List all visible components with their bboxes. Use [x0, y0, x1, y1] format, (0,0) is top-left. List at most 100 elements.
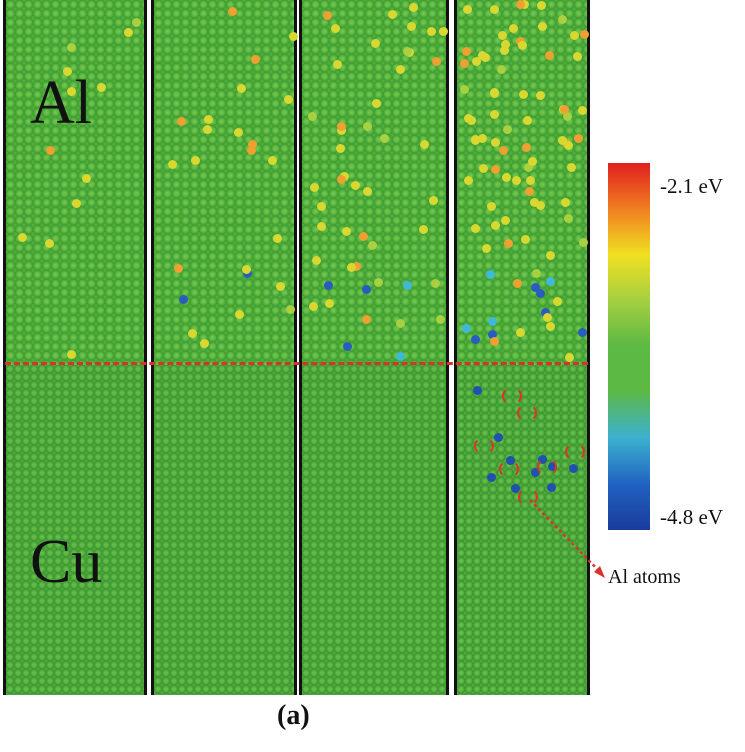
atom: [335, 143, 345, 153]
atom: [199, 339, 209, 349]
al-atom-marker: [565, 443, 585, 461]
atom: [536, 90, 546, 100]
atom: [247, 146, 257, 156]
al-atom-marker: [499, 460, 519, 478]
atom: [323, 280, 333, 290]
atom: [523, 116, 533, 126]
atom: [372, 99, 382, 109]
atom: [525, 187, 535, 197]
atom: [487, 472, 497, 482]
atom: [341, 226, 351, 236]
interface-line: [5, 362, 588, 365]
colorbar-min-label: -4.8 eV: [660, 505, 723, 529]
atom: [362, 314, 372, 324]
atom: [426, 27, 436, 37]
al-label: Al: [30, 69, 92, 137]
atom: [561, 198, 571, 208]
cu-region: [154, 365, 294, 695]
atom: [541, 308, 551, 318]
atom: [203, 114, 213, 124]
atom: [562, 111, 572, 121]
al-atom-marker: [502, 387, 522, 405]
atom: [490, 109, 500, 119]
atom: [322, 11, 332, 21]
atom: [284, 94, 294, 104]
atom: [544, 50, 554, 60]
atom: [241, 265, 251, 275]
atom: [131, 17, 141, 27]
atom: [227, 7, 237, 17]
al-atom-marker: [537, 458, 557, 476]
atom: [538, 22, 548, 32]
atom: [460, 84, 470, 94]
al-atom-marker: [517, 404, 537, 422]
atom: [461, 47, 471, 57]
atom: [579, 238, 589, 248]
atom: [178, 294, 188, 304]
atom: [518, 90, 528, 99]
atom: [518, 40, 528, 50]
atom: [545, 250, 555, 260]
atom: [309, 182, 319, 192]
atom: [419, 225, 429, 235]
atom: [66, 42, 76, 52]
atom: [509, 23, 519, 33]
al-atom-marker: [518, 488, 538, 506]
panel-2: [151, 0, 297, 695]
atom: [374, 277, 384, 287]
atom: [471, 57, 481, 67]
al-atom-marker: [474, 437, 494, 455]
atom: [236, 83, 246, 93]
atom: [347, 262, 357, 272]
atom: [325, 299, 335, 309]
atom: [542, 313, 552, 323]
atom: [431, 56, 441, 66]
atom: [528, 157, 538, 167]
atom: [526, 176, 536, 186]
atom: [479, 164, 489, 174]
atom: [572, 51, 582, 61]
atom: [343, 342, 353, 352]
cu-region: [6, 365, 144, 695]
atom: [485, 269, 495, 279]
atom: [524, 163, 534, 173]
atom: [124, 27, 133, 37]
atom: [191, 155, 201, 165]
atom: [18, 233, 28, 243]
atom: [503, 124, 512, 134]
atom: [359, 231, 368, 241]
atom: [350, 181, 360, 191]
atom: [351, 262, 361, 272]
atom: [407, 21, 417, 31]
atom: [336, 174, 346, 184]
atom: [471, 334, 481, 344]
atom: [307, 111, 317, 121]
atom: [250, 54, 260, 64]
atom: [552, 296, 562, 306]
panel-4: [454, 0, 590, 695]
atom: [565, 353, 575, 363]
annotation-label: Al atoms: [608, 566, 681, 588]
atom: [512, 176, 521, 186]
atom: [45, 145, 55, 155]
atom: [272, 234, 282, 244]
atom: [564, 214, 574, 224]
atom: [480, 52, 490, 62]
atom: [515, 0, 525, 9]
atom: [247, 139, 257, 149]
atom: [395, 65, 405, 75]
atom: [336, 122, 346, 132]
atom: [63, 67, 73, 77]
atom: [510, 483, 520, 493]
atom: [530, 197, 540, 207]
atom: [520, 234, 530, 244]
atom: [560, 104, 570, 114]
atom: [363, 187, 373, 197]
atom: [520, 0, 530, 10]
atom: [471, 134, 481, 144]
atom: [396, 319, 406, 329]
atom: [402, 280, 412, 290]
atom: [176, 117, 186, 127]
atom: [577, 327, 587, 337]
atom: [379, 133, 389, 143]
